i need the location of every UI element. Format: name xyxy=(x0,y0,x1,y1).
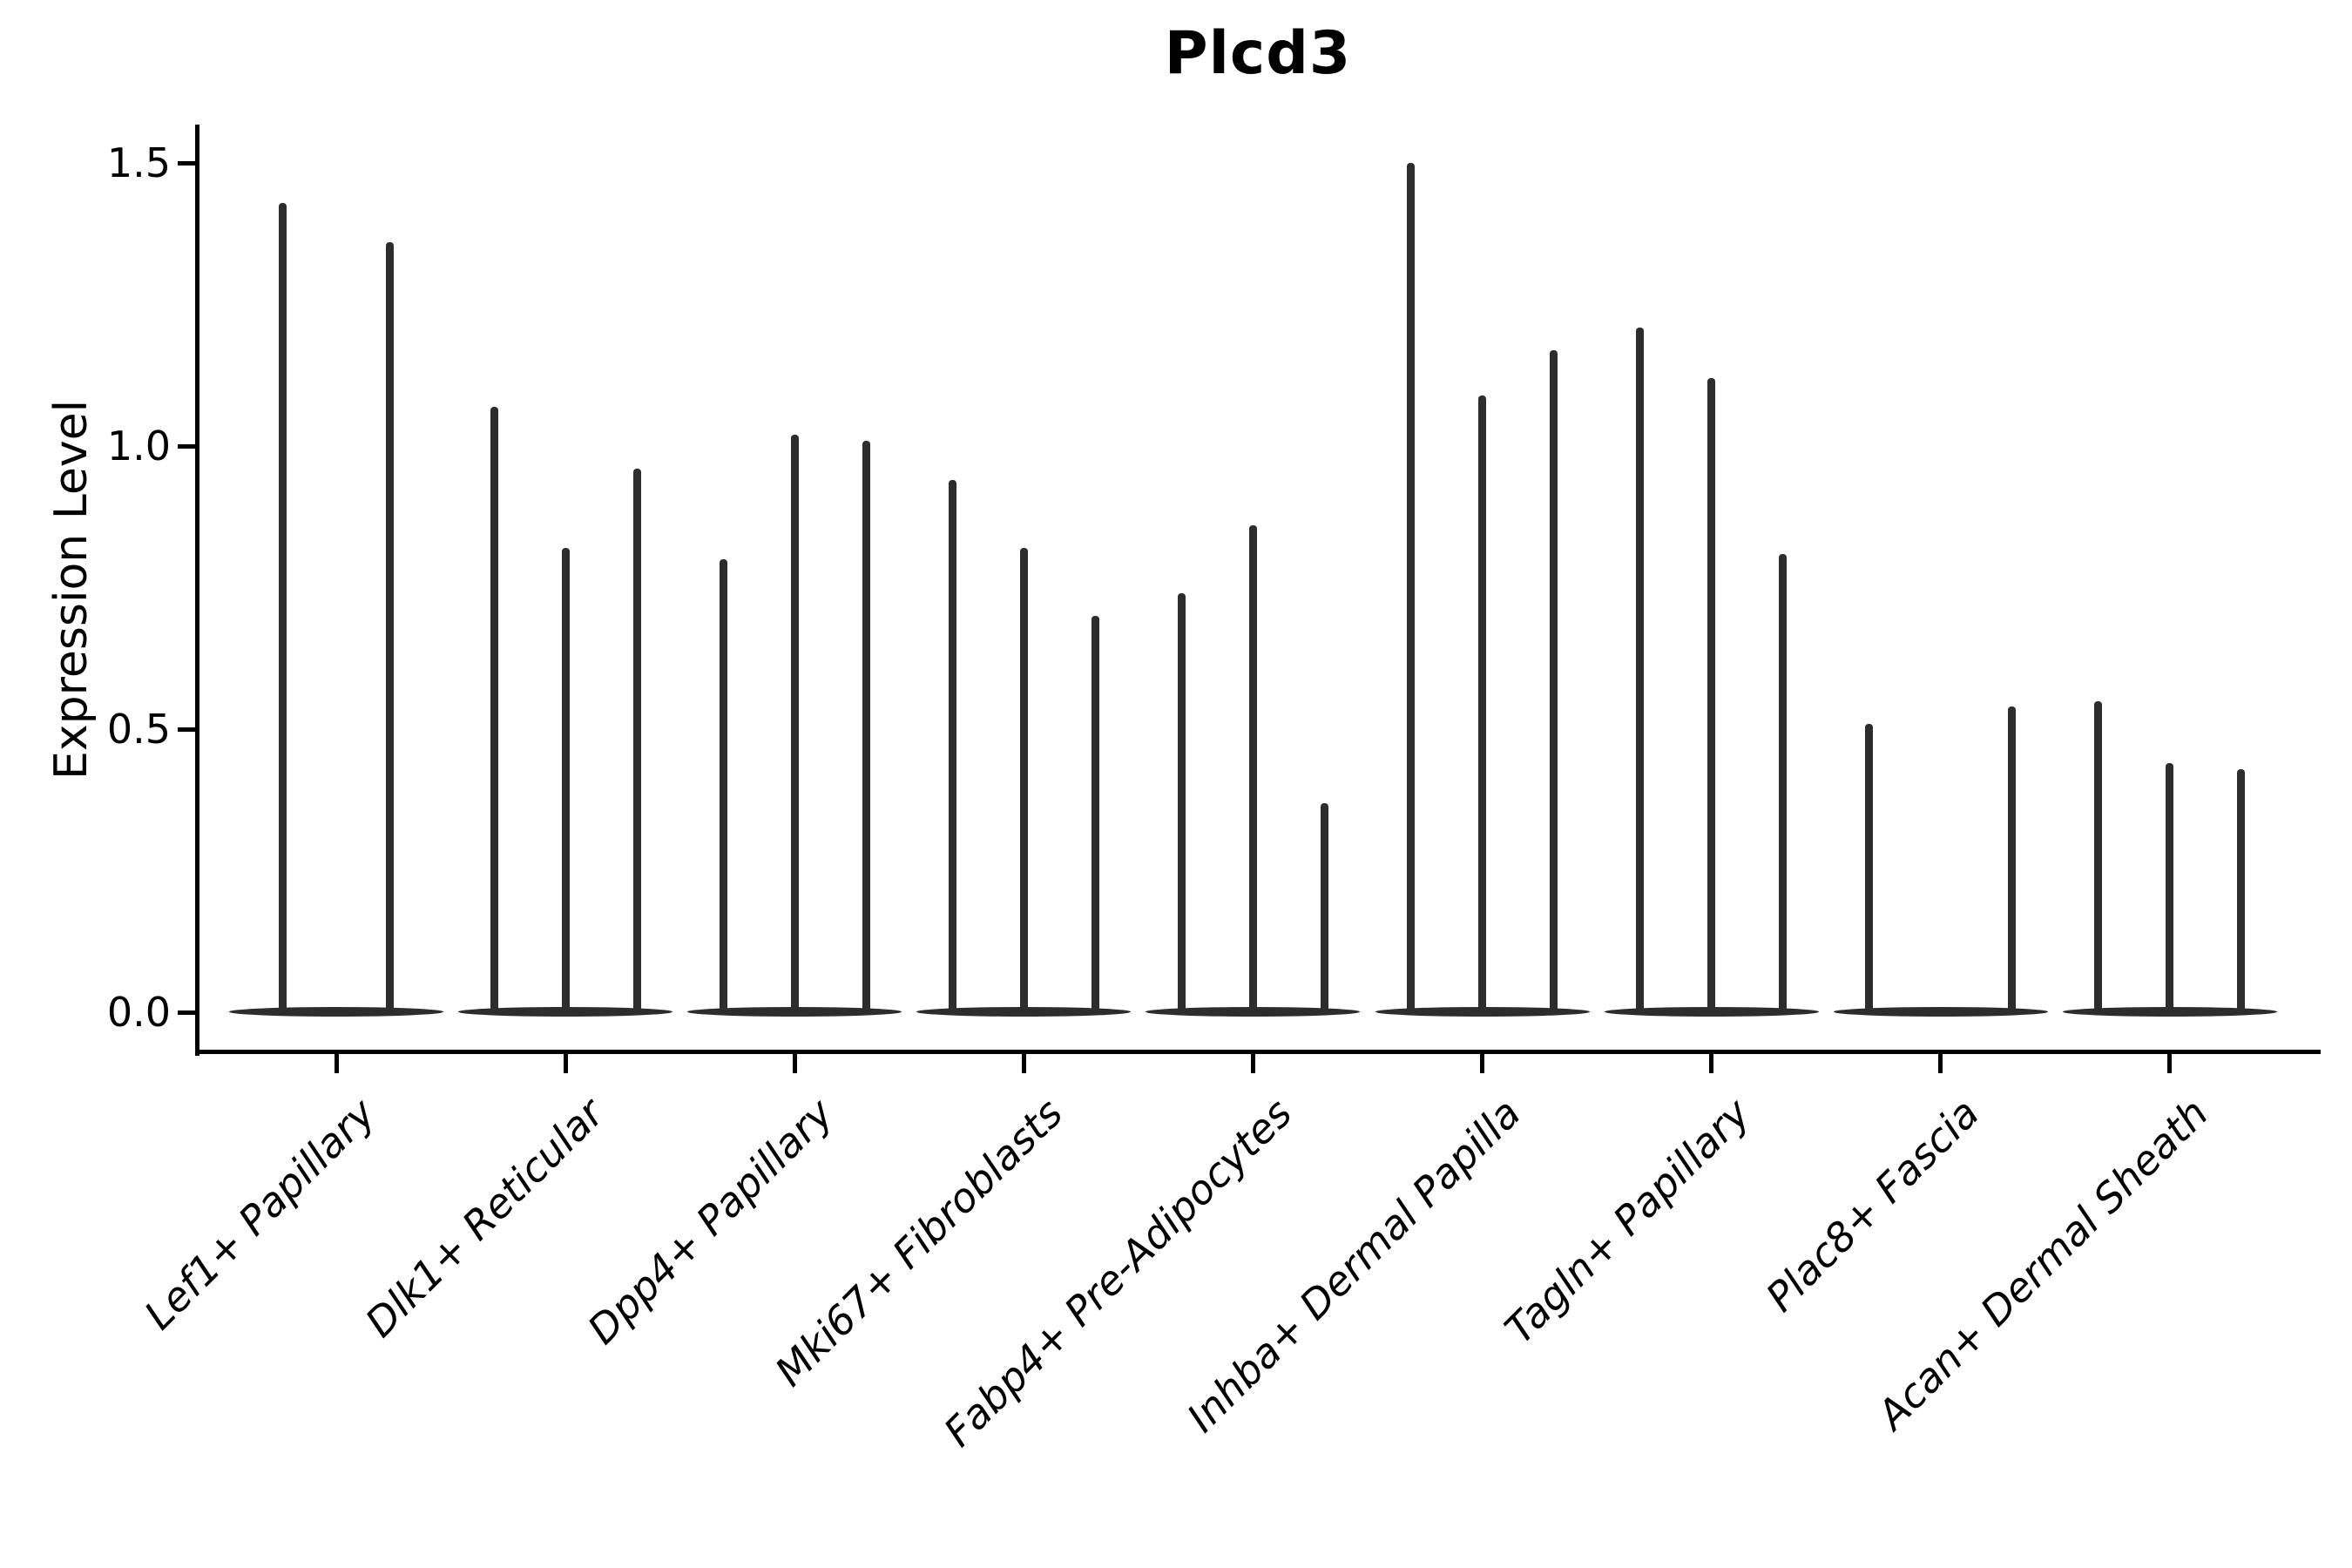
violin-spike xyxy=(1478,395,1486,1015)
x-tick-label: Tagln+ Papillary xyxy=(1496,1089,1760,1353)
violin-spike xyxy=(1320,802,1328,1015)
x-tick-label: Lef1+ Papillary xyxy=(134,1089,384,1339)
violin-spike xyxy=(948,480,956,1015)
x-tick-mark xyxy=(1709,1054,1714,1073)
violin-spike xyxy=(386,242,394,1015)
violin-spike xyxy=(719,559,727,1015)
violin-spike xyxy=(2237,768,2246,1015)
x-tick-mark xyxy=(1250,1054,1255,1073)
x-tick-label: Plac8+ Fascia xyxy=(1757,1089,1989,1321)
x-axis-line xyxy=(195,1050,2321,1054)
violin-spike xyxy=(1779,553,1788,1015)
violin-spike xyxy=(790,435,799,1015)
x-tick-mark xyxy=(1480,1054,1484,1073)
violin-spike xyxy=(2008,706,2017,1015)
violin-baseline xyxy=(229,1007,443,1017)
violin-spike xyxy=(632,469,641,1015)
y-tick-label: 1.5 xyxy=(106,139,171,186)
y-tick-label: 0.0 xyxy=(106,989,171,1036)
violin-spike xyxy=(1091,616,1099,1015)
violin-spike xyxy=(1019,548,1028,1015)
violin-spike xyxy=(279,202,287,1015)
violin-spike xyxy=(1550,349,1558,1015)
x-tick-label: Dpp4+ Papillary xyxy=(578,1089,842,1354)
chart-title: Plcd3 xyxy=(1164,19,1352,88)
y-tick-mark xyxy=(178,1010,195,1015)
violin-spike xyxy=(1707,378,1716,1015)
violin-spike xyxy=(1636,327,1645,1015)
y-axis-line xyxy=(195,125,199,1056)
violin-spike xyxy=(1865,723,1874,1015)
x-tick-mark xyxy=(1021,1054,1026,1073)
x-tick-mark xyxy=(334,1054,339,1073)
x-tick-mark xyxy=(2167,1054,2173,1073)
y-tick-mark xyxy=(178,160,195,166)
violin-spike xyxy=(490,406,498,1015)
violin-spike xyxy=(2094,700,2103,1015)
violin-baseline xyxy=(1833,1007,2048,1017)
x-tick-label: Dlk1+ Reticular xyxy=(356,1089,613,1347)
y-tick-mark xyxy=(178,443,195,449)
violin-spike xyxy=(2166,763,2174,1015)
violin-spike xyxy=(1177,593,1186,1015)
x-tick-mark xyxy=(792,1054,797,1073)
violin-spike xyxy=(1407,163,1415,1015)
violin-spike xyxy=(1248,525,1257,1015)
x-tick-mark xyxy=(1938,1054,1943,1073)
y-tick-label: 0.5 xyxy=(106,706,171,753)
violin-spike xyxy=(862,440,870,1015)
y-tick-mark xyxy=(178,727,195,732)
x-tick-mark xyxy=(563,1054,568,1073)
violin-spike xyxy=(561,548,570,1015)
y-tick-label: 1.0 xyxy=(106,422,171,470)
